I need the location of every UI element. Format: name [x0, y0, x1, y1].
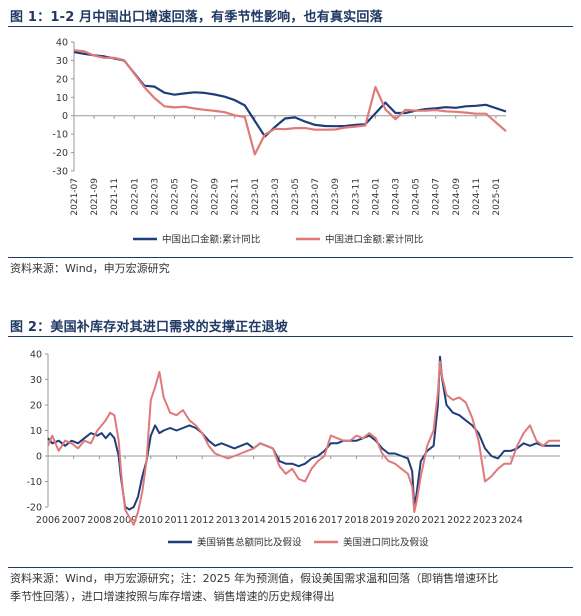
figure1-legend: 中国出口金额:累计同比 中国进口金额:累计同比: [133, 234, 423, 246]
legend-label: 中国进口金额:累计同比: [325, 234, 423, 246]
y-tick-label: 30: [56, 56, 68, 67]
x-tick-label: 2011: [164, 515, 188, 526]
y-tick-label: -10: [52, 130, 68, 141]
x-tick-label: 2006: [36, 515, 60, 526]
y-tick-label: 10: [30, 426, 42, 437]
x-tick-label: 2023-01: [251, 178, 261, 216]
x-tick-label: 2022-07: [191, 178, 201, 216]
figure1-source: 资料来源：Wind，申万宏源研究: [10, 262, 170, 275]
x-tick-label: 2024-11: [472, 178, 482, 216]
x-tick-label: 2023-05: [291, 178, 301, 216]
y-tick-label: -20: [26, 503, 42, 514]
x-tick-label: 2022-11: [231, 178, 241, 216]
c1-series-line-2: [73, 49, 507, 156]
y-tick-label: 20: [30, 401, 42, 412]
x-tick-label: 2019: [370, 515, 394, 526]
y-tick-label: 40: [30, 350, 42, 361]
x-tick-label: 2024: [499, 515, 523, 526]
legend-label: 美国进口同比及假设: [343, 537, 429, 549]
c1-series-line-1: [73, 51, 507, 138]
x-tick-label: 2014: [242, 515, 266, 526]
y-tick-label: 40: [56, 38, 68, 49]
y-tick-label: 10: [56, 93, 68, 104]
x-tick-label: 2023-09: [331, 178, 341, 216]
figure2-title: 图 2：美国补库存对其进口需求的支撑正在退坡: [10, 320, 288, 335]
x-tick-label: 2013: [216, 515, 240, 526]
figure2-title-rule: [8, 336, 573, 337]
legend-label: 中国出口金额:累计同比: [162, 234, 260, 246]
figure1-title: 图 1：1-2 月中国出口增速回落，有季节性影响，也有真实回落: [10, 10, 383, 25]
figure2-source-rule: [8, 567, 573, 568]
x-tick-label: 2007: [62, 515, 86, 526]
x-tick-label: 2023-03: [271, 178, 281, 216]
x-tick-label: 2021-09: [90, 178, 100, 216]
x-tick-label: 2024-09: [452, 178, 462, 216]
x-tick-label: 2022-09: [211, 178, 221, 216]
x-tick-label: 2025-01: [492, 178, 502, 216]
x-tick-label: 2024-03: [391, 178, 401, 216]
x-tick-label: 2015: [267, 515, 291, 526]
x-tick-label: 2021: [422, 515, 446, 526]
legend-label: 美国销售总额同比及假设: [197, 537, 302, 549]
x-tick-label: 2022-05: [170, 178, 180, 216]
x-tick-label: 2020: [396, 515, 420, 526]
x-tick-label: 2008: [87, 515, 111, 526]
x-tick-label: 2010: [139, 515, 163, 526]
figure1-title-rule: [8, 26, 573, 27]
c2-series-line-1: [47, 355, 560, 511]
x-tick-label: 2024-05: [412, 178, 422, 216]
figure2-source-line1: 资料来源：Wind，申万宏源研究；注：2025 年为预测值，假设美国需求温和回落…: [10, 572, 499, 585]
x-tick-label: 2021-07: [70, 178, 80, 216]
figure1-source-rule: [8, 257, 573, 258]
x-tick-label: 2022: [447, 515, 471, 526]
x-tick-label: 2024-07: [432, 178, 442, 216]
y-tick-label: 30: [30, 375, 42, 386]
y-tick-label: 0: [62, 111, 68, 122]
x-tick-label: 2021-11: [110, 178, 120, 216]
c2-series-line-2: [47, 360, 560, 526]
figure2-source-line2: 季节性回落），进口增速按照与库存增速、销售增速的历史规律得出: [10, 590, 335, 603]
x-tick-label: 2012: [190, 515, 214, 526]
x-tick-label: 2022-03: [150, 178, 160, 216]
x-tick-label: 2009: [113, 515, 137, 526]
x-tick-label: 2023-11: [351, 178, 361, 216]
x-tick-label: 2017: [319, 515, 343, 526]
x-tick-label: 2023: [473, 515, 497, 526]
y-tick-label: 0: [36, 452, 42, 463]
x-tick-label: 2024-01: [371, 178, 381, 216]
x-tick-label: 2016: [293, 515, 317, 526]
figure2-legend: 美国销售总额同比及假设 美国进口同比及假设: [168, 537, 429, 549]
y-tick-label: -30: [52, 167, 68, 178]
y-tick-label: -10: [26, 477, 42, 488]
x-tick-label: 2023-07: [311, 178, 321, 216]
x-tick-label: 2022-01: [130, 178, 140, 216]
y-tick-label: 20: [56, 74, 68, 85]
x-tick-label: 2018: [344, 515, 368, 526]
y-tick-label: -20: [52, 148, 68, 159]
